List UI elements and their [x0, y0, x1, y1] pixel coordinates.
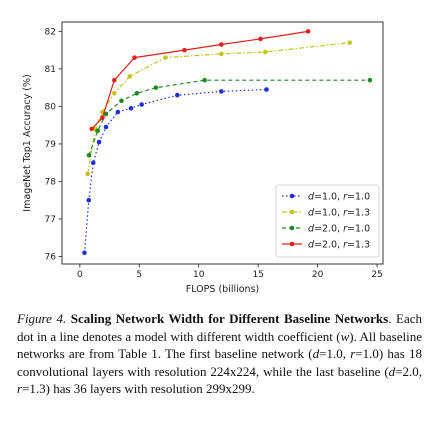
- caption-text: r: [350, 346, 356, 361]
- data-point: [96, 139, 102, 145]
- legend-marker: [289, 209, 295, 215]
- y-tick-label: 79: [45, 140, 57, 150]
- legend-marker: [289, 193, 295, 199]
- legend-label: d=1.0, r=1.0: [308, 191, 370, 202]
- data-point: [85, 171, 90, 177]
- data-point: [219, 89, 224, 94]
- data-point: [175, 92, 180, 98]
- data-point: [103, 124, 109, 130]
- data-point: [132, 55, 137, 60]
- caption-text: r: [17, 381, 23, 396]
- data-point: [219, 51, 224, 57]
- legend-marker: [289, 241, 295, 247]
- caption-text: ). All baseline networks are from Table …: [17, 328, 422, 362]
- x-tick-label: 25: [371, 270, 382, 280]
- data-point: [100, 115, 105, 120]
- figure-caption: Figure 4. Scaling Network Width for Diff…: [17, 310, 422, 398]
- caption-text: w: [340, 328, 350, 344]
- series-line: [83, 88, 267, 253]
- data-point: [182, 47, 187, 53]
- data-point: [219, 42, 224, 47]
- y-tick-label: 80: [45, 103, 57, 113]
- data-point: [134, 90, 140, 96]
- x-axis-label: FLOPS (billions): [186, 284, 259, 295]
- caption-text: d: [388, 363, 396, 379]
- data-point: [347, 40, 353, 45]
- data-point: [153, 85, 159, 90]
- legend-box: [275, 184, 380, 258]
- caption-text: =1.3) has 36 layers with resolution 299x…: [22, 381, 255, 396]
- series-line: [88, 79, 370, 156]
- caption-text: d: [312, 346, 320, 361]
- series-layer: [82, 29, 373, 256]
- x-tick-label: 10: [193, 270, 205, 280]
- data-point: [258, 36, 263, 42]
- legend-label: d=1.0, r=1.3: [308, 207, 370, 218]
- data-point: [86, 152, 92, 158]
- x-tick-label: 5: [136, 270, 142, 280]
- y-tick-label: 81: [45, 65, 56, 75]
- x-tick-label: 0: [77, 270, 83, 280]
- data-point: [82, 250, 87, 256]
- legend-marker: [289, 225, 295, 231]
- data-point: [119, 98, 124, 104]
- data-point: [95, 128, 100, 134]
- caption-text: =1.0,: [319, 346, 351, 361]
- data-point: [305, 29, 311, 34]
- legend-entry: d=1.0, r=1.0: [282, 191, 370, 202]
- legend-label: d=2.0, r=1.3: [308, 239, 370, 250]
- x-tick-label: 15: [252, 270, 263, 280]
- caption-text: . Each dot in a line denotes a model wit…: [17, 311, 423, 344]
- data-point: [112, 90, 117, 96]
- data-point: [89, 126, 95, 132]
- data-point: [112, 77, 117, 83]
- legend-entry: d=1.0, r=1.3: [282, 207, 370, 218]
- y-axis-label: ImageNet Top1 Accuracy (%): [22, 74, 33, 211]
- data-point: [202, 77, 207, 83]
- y-tick-label: 82: [45, 28, 56, 38]
- caption-title: Scaling Network Width for Different Base…: [70, 311, 389, 326]
- series-2: [85, 40, 353, 177]
- data-point: [367, 77, 373, 83]
- data-point: [163, 55, 168, 60]
- series-1: [82, 87, 269, 256]
- legend-label: d=2.0, r=1.0: [308, 223, 370, 234]
- data-point: [139, 102, 144, 107]
- caption-text: =1.0) has 18 convolutional layers with r…: [17, 346, 422, 379]
- series-3: [86, 77, 373, 158]
- data-point: [115, 109, 121, 115]
- chart: 0 5 10 15 20 25 76 77 78 79 80 81 82 FLOPS (billions)…: [22, 21, 384, 295]
- data-point: [128, 105, 134, 111]
- data-point: [264, 87, 269, 92]
- data-point: [86, 197, 92, 203]
- caption-body: . Each dot in a line denotes a model wit…: [17, 311, 422, 396]
- series-4: [89, 29, 311, 132]
- series-line: [91, 30, 309, 130]
- data-point: [103, 111, 109, 117]
- data-point: [127, 74, 133, 79]
- x-tick-label: 20: [312, 270, 324, 280]
- y-tick-label: 77: [45, 215, 56, 225]
- plot-frame: [61, 21, 384, 265]
- legend-entry: d=2.0, r=1.0: [282, 223, 370, 234]
- caption-label: Figure 4.: [17, 311, 67, 326]
- legend: d=1.0, r=1.0 d=1.0, r=1.3 d=2.0, r=1.0 d=2.…: [275, 184, 380, 258]
- caption-text: =2.0,: [395, 363, 422, 379]
- y-tick-label: 78: [45, 178, 57, 188]
- y-tick-label: 76: [45, 253, 57, 263]
- data-point: [90, 160, 96, 165]
- data-point: [263, 49, 268, 55]
- series-line: [87, 42, 350, 175]
- legend-entry: d=2.0, r=1.3: [282, 239, 370, 250]
